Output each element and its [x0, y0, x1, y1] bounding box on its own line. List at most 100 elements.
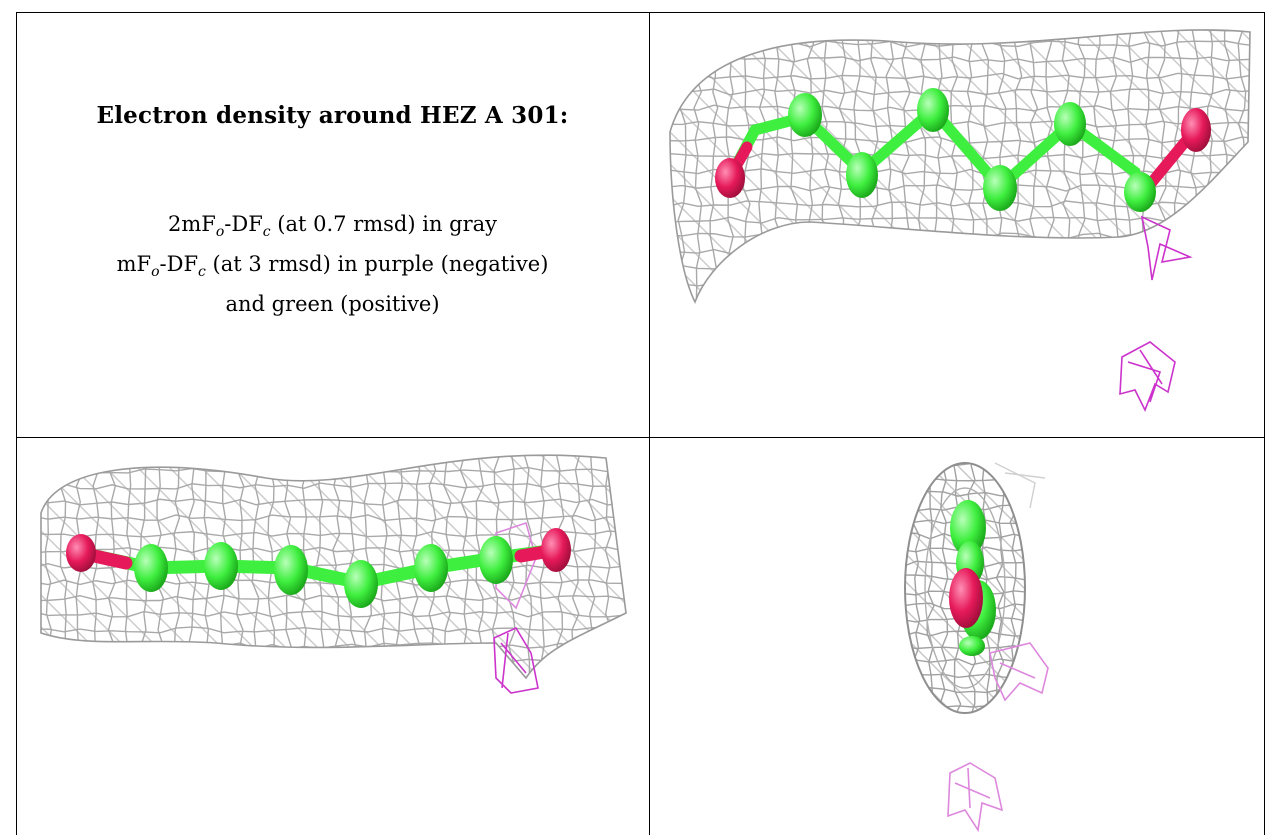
mesh-line [650, 377, 1265, 383]
caption-line-mfo: mFo-DFc (at 3 rmsd) in purple (negative) [116, 252, 549, 281]
carbon-atom [479, 536, 513, 584]
mesh-line [16, 787, 649, 793]
mesh-line [41, 455, 369, 679]
mesh-line [1210, 438, 1265, 835]
caption-line-2mfo: 2mFo-DFc (at 0.7 rmsd) in gray [167, 212, 498, 241]
mesh-line [1052, 438, 1059, 835]
mesh-line [1023, 463, 1025, 713]
ligand-model [66, 528, 571, 608]
mesh-line [905, 686, 1025, 694]
oxygen-atom [949, 568, 983, 628]
mesh-line [730, 438, 737, 835]
mesh-line [905, 672, 1025, 680]
mesh-line [800, 438, 808, 835]
mesh-line [650, 12, 653, 428]
mesh-line [1206, 438, 1213, 835]
mesh-line [670, 29, 671, 303]
mesh-line [703, 438, 710, 835]
negative-density-light [947, 642, 1049, 833]
mesh-line [869, 29, 879, 303]
mesh-line [677, 29, 687, 303]
carbon-atom [1124, 172, 1156, 212]
mesh-line [828, 438, 836, 835]
mesh-line [251, 455, 261, 679]
mesh-line [981, 29, 991, 303]
gray-mesh [650, 12, 1265, 428]
mesh-line [16, 803, 649, 808]
mesh-line [43, 455, 465, 679]
mesh-line [905, 463, 907, 713]
mesh-line [905, 463, 1025, 713]
mesh-line [650, 438, 846, 835]
mesh-line [16, 723, 649, 729]
mesh-line [331, 455, 626, 679]
mesh-line [1045, 29, 1055, 303]
mesh-line [905, 700, 1025, 708]
mesh-line [650, 12, 1265, 15]
mesh-fragment [994, 462, 1046, 509]
mesh-line [997, 29, 1250, 303]
mesh-line [741, 29, 751, 303]
oxygen-atom [715, 158, 745, 198]
mesh-line [758, 438, 766, 835]
mesh-line [16, 438, 20, 835]
mesh-outline [669, 29, 1251, 304]
mesh-line [1093, 29, 1250, 303]
mesh-rows [16, 438, 649, 835]
mesh-line [773, 29, 1195, 303]
table-border-right [1264, 12, 1265, 835]
mesh-line [41, 455, 626, 458]
mesh-line [41, 482, 626, 490]
mesh-line [650, 361, 1265, 367]
carbon-atom [846, 152, 878, 198]
mesh-line [758, 29, 767, 303]
mesh-line [650, 743, 1265, 749]
mesh-line [59, 455, 69, 679]
mesh-line [670, 184, 1250, 192]
mesh-line [650, 438, 706, 835]
oxygen-atom [66, 534, 96, 572]
mesh-rows [650, 12, 1265, 428]
mesh-line [1248, 438, 1256, 835]
mesh-line [650, 827, 1265, 833]
mesh-line [716, 438, 724, 835]
mesh-line [459, 455, 626, 679]
mesh-line [123, 455, 133, 679]
mesh-line [670, 29, 1067, 303]
mesh-line [1109, 29, 1119, 303]
mesh-line [41, 455, 49, 679]
carbon-atom [917, 88, 949, 132]
mesh-line [1237, 29, 1247, 303]
mesh-line [41, 594, 626, 602]
mesh-line [789, 29, 799, 303]
mesh-line [650, 757, 1265, 763]
mesh-line [267, 455, 626, 679]
mesh-line [688, 438, 696, 835]
mesh-line [619, 455, 626, 679]
mesh-line [491, 455, 626, 679]
mesh-line [41, 658, 626, 666]
mesh-line [155, 455, 165, 679]
mesh-line [772, 438, 780, 835]
mesh-line [1220, 438, 1227, 835]
mesh-line [1029, 29, 1039, 303]
mesh-line [814, 438, 822, 835]
mesh-line [1080, 438, 1088, 835]
mesh-line [905, 463, 1025, 713]
mesh-line [650, 799, 1265, 805]
mesh-line [619, 455, 626, 679]
mesh-line [1108, 438, 1115, 835]
mesh-line [650, 438, 902, 835]
mesh-line [650, 438, 654, 835]
mesh-line [523, 455, 533, 679]
mesh-line [745, 438, 752, 835]
mesh-line [650, 329, 1265, 335]
mesh-line [1126, 438, 1265, 835]
density-render-top [650, 12, 1265, 428]
mesh-line [587, 455, 626, 679]
mesh-line [670, 280, 1250, 288]
mesh-line [41, 674, 626, 679]
mesh-line [670, 264, 1250, 272]
mesh-line [837, 29, 1250, 303]
mesh-line [985, 463, 1025, 713]
